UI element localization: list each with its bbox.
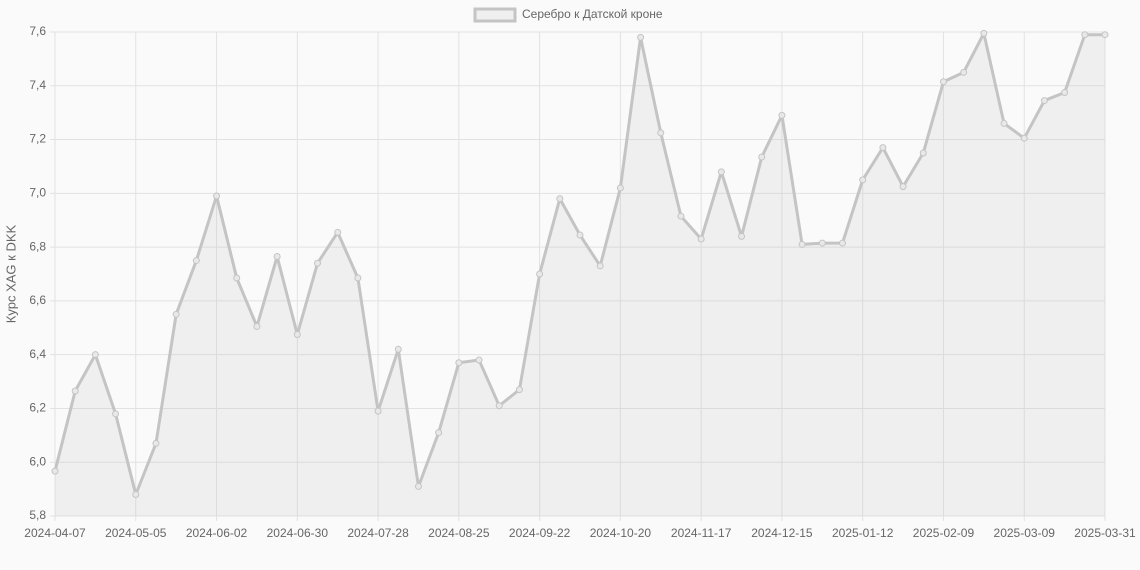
point	[374, 407, 382, 415]
point	[798, 240, 806, 248]
y-tick-label: 7,4	[29, 78, 46, 92]
x-tick-label: 2024-04-07	[24, 526, 86, 540]
point	[515, 386, 523, 394]
point	[839, 239, 846, 247]
point	[293, 331, 301, 338]
point	[556, 195, 564, 203]
point	[778, 111, 786, 119]
x-tick-label: 2025-03-09	[994, 526, 1056, 540]
point	[1040, 97, 1048, 105]
point	[899, 183, 907, 191]
y-tick-label: 5,8	[29, 508, 46, 522]
point	[818, 239, 826, 247]
y-tick-label: 6,2	[29, 401, 46, 415]
point	[233, 274, 241, 282]
y-tick-label: 6,0	[29, 454, 46, 468]
point	[1081, 31, 1089, 39]
point	[1061, 89, 1069, 96]
area	[55, 33, 1105, 516]
point	[859, 176, 867, 184]
point	[960, 68, 968, 76]
point	[475, 356, 483, 364]
y-tick-label: 7,6	[29, 24, 46, 38]
point	[435, 429, 443, 437]
point	[112, 410, 120, 418]
x-tick-label: 2025-01-12	[832, 526, 894, 540]
x-tick-label: 2025-02-09	[913, 526, 975, 540]
point	[738, 232, 746, 240]
point	[414, 482, 422, 490]
y-tick-label: 6,8	[29, 239, 46, 253]
point	[677, 212, 685, 220]
point	[152, 439, 160, 447]
x-tick-label: 2024-05-05	[105, 526, 167, 540]
point	[717, 168, 725, 176]
point	[758, 153, 766, 161]
x-tick-label: 2024-12-15	[751, 526, 813, 540]
y-tick-label: 7,2	[29, 132, 46, 146]
point	[334, 228, 342, 236]
y-tick-label: 6,4	[29, 347, 46, 361]
y-axis-title: Курс XAG к DKK	[3, 224, 18, 323]
point	[394, 345, 402, 353]
legend-swatch	[473, 7, 517, 23]
point	[1101, 31, 1109, 39]
point	[354, 274, 362, 282]
point	[213, 192, 221, 200]
point	[495, 402, 503, 410]
point	[273, 253, 281, 261]
point	[1000, 119, 1008, 127]
point	[314, 259, 321, 267]
point	[879, 144, 887, 152]
point	[51, 467, 59, 475]
point	[1020, 134, 1028, 142]
x-tick-label: 2024-06-02	[186, 526, 248, 540]
point	[576, 231, 584, 239]
x-tick-label: 2024-09-22	[509, 526, 571, 540]
point	[455, 359, 463, 367]
point	[132, 490, 140, 498]
point	[697, 235, 705, 243]
point	[637, 33, 645, 41]
point	[919, 149, 927, 157]
point	[596, 262, 604, 270]
x-tick-label: 2024-11-17	[671, 526, 732, 540]
point	[91, 351, 99, 359]
x-tick-label: 2024-06-30	[267, 526, 329, 540]
point	[71, 387, 79, 395]
point	[939, 78, 947, 86]
legend-label: Серебро к Датской кроне	[522, 7, 663, 21]
y-tick-label: 7,0	[29, 186, 46, 200]
x-tick-label: 2025-03-31	[1074, 526, 1136, 540]
x-tick-label: 2024-07-28	[347, 526, 409, 540]
point	[616, 184, 624, 192]
point	[253, 322, 261, 330]
point	[980, 29, 988, 37]
point	[172, 310, 180, 318]
point	[192, 257, 200, 265]
x-tick-label: 2024-10-20	[590, 526, 652, 540]
y-tick-label: 6,6	[29, 293, 46, 307]
point	[657, 129, 665, 137]
point	[536, 270, 544, 278]
x-tick-label: 2024-08-25	[428, 526, 490, 540]
legend-item[interactable]: Серебро к Датской кроне	[473, 7, 663, 23]
